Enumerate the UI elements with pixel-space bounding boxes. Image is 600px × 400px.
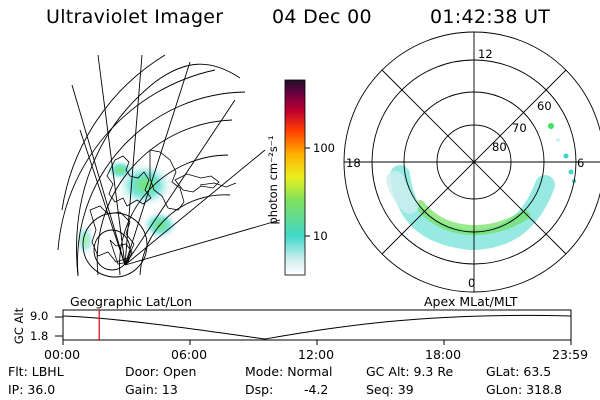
polar-plot-panel: [343, 31, 600, 293]
status-mode: Mode: Normal: [245, 364, 333, 379]
strip-xtick-0000: 00:00: [44, 347, 81, 362]
status-seq: Seq: 39: [366, 382, 414, 397]
polar-mlt-18: 18: [346, 156, 361, 170]
strip-xtick-2359: 23:59: [552, 347, 589, 362]
colorbar-unit-label: photon cm⁻²s⁻¹: [266, 135, 280, 225]
left-panel-label: Geographic Lat/Lon: [70, 294, 192, 309]
geographic-map-panel: [57, 54, 281, 278]
status-flt: Flt: LBHL: [8, 364, 64, 379]
strip-xtick-1200: 12:00: [298, 347, 335, 362]
colorbar: [284, 79, 306, 276]
polar-mlt-0: 0: [468, 276, 476, 290]
colorbar-tick-10: 10: [313, 229, 328, 243]
status-dsp-value: -4.2: [304, 382, 329, 397]
colorbar-tick-100: 100: [313, 141, 335, 155]
polar-mlt-12: 12: [478, 47, 493, 61]
polar-lat-80: 80: [492, 140, 507, 154]
time-label: 01:42:38 UT: [430, 6, 551, 28]
date-label: 04 Dec 00: [272, 6, 372, 28]
polar-lat-60: 60: [537, 99, 552, 113]
strip-xtick-0600: 06:00: [171, 347, 208, 362]
polar-mlt-6: 6: [577, 156, 585, 170]
right-panel-label: Apex MLat/MLT: [424, 294, 518, 309]
strip-ylabel: GC Alt: [12, 307, 26, 345]
status-door: Door: Open: [125, 364, 197, 379]
status-dsp-label: Dsp:: [245, 382, 274, 397]
status-gain: Gain: 13: [125, 382, 178, 397]
status-glat: GLat: 63.5: [486, 364, 552, 379]
strip-xtick-1800: 18:00: [425, 347, 462, 362]
instrument-title: Ultraviolet Imager: [46, 6, 224, 28]
status-gc-alt: GC Alt: 9.3 Re: [366, 364, 454, 379]
status-ip: IP: 36.0: [8, 382, 56, 397]
status-glon: GLon: 318.8: [486, 382, 562, 397]
strip-ytick-high: 9.0: [30, 309, 49, 323]
strip-ytick-low: 1.8: [30, 329, 49, 343]
polar-lat-70: 70: [512, 121, 527, 135]
gc-altitude-strip: [55, 309, 572, 345]
